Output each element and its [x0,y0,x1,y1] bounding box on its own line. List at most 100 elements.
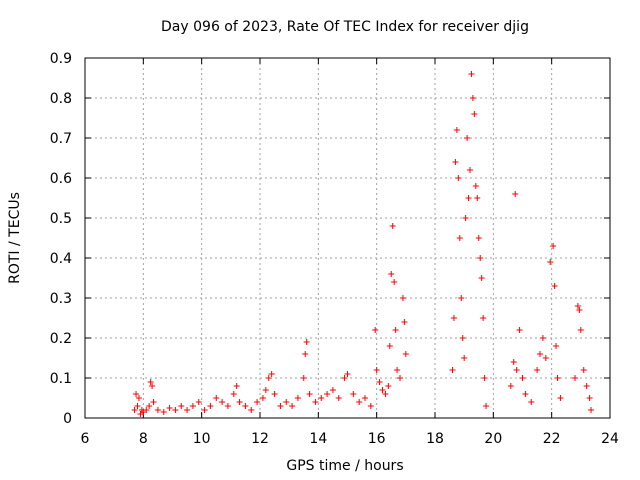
data-point [376,379,383,385]
data-point [154,407,161,413]
data-point [219,399,226,405]
data-point [537,351,543,357]
data-point [516,327,523,333]
data-point [588,407,595,413]
data-point [580,367,587,373]
data-point [207,403,214,409]
data-point [300,375,307,381]
data-point [388,271,395,277]
data-point [394,367,401,373]
data-point [557,395,564,401]
data-point [277,403,284,409]
x-tick-label: 14 [309,431,327,447]
data-point [471,111,478,117]
data-point [373,367,380,373]
x-tick-label: 24 [601,431,619,447]
data-point [324,391,331,397]
data-point [553,343,560,349]
data-point [189,403,196,409]
data-point [547,259,554,265]
y-tick-label: 0.4 [50,251,72,267]
y-tick-label: 0.1 [50,371,72,387]
data-point [146,403,153,409]
data-point [382,391,389,397]
data-point [268,371,275,377]
data-point [519,375,526,381]
data-point [385,383,392,389]
data-point [386,343,393,349]
data-point [401,319,408,325]
data-point [302,351,309,357]
data-point [450,315,457,321]
data-point [399,295,406,301]
data-point [306,391,313,397]
data-point [397,375,403,381]
y-tick-label: 0.5 [50,211,72,227]
x-tick-label: 10 [193,431,211,447]
data-point [335,395,342,401]
data-point [350,391,357,397]
data-point [474,195,481,201]
data-point [236,399,243,405]
data-point [572,375,578,381]
data-point [534,367,541,373]
data-point [402,351,409,357]
data-point [294,395,301,401]
data-point [551,283,558,289]
y-tick-label: 0.2 [50,331,72,347]
grid-lines [85,58,610,418]
y-tick-label: 0.6 [50,171,72,187]
data-point [178,403,185,409]
data-point [372,327,379,333]
data-point [160,409,167,415]
data-point [539,335,546,341]
y-tick-label: 0.9 [50,51,72,67]
data-point [271,391,278,397]
data-point [201,407,208,413]
y-tick-label: 0.8 [50,91,72,107]
data-point [172,407,179,413]
data-point [134,403,141,409]
chart-title: Day 096 of 2023, Rate Of TEC Index for r… [161,19,529,35]
x-tick-label: 12 [251,431,269,447]
data-point [464,135,471,141]
data-point [462,215,469,221]
y-axis-ticks: 0 0.1 0.2 0.3 0.4 0.5 0.6 0.7 0.8 0.9 [50,51,610,427]
data-point [312,399,319,405]
data-point [254,399,261,405]
data-point [150,399,157,405]
data-point [224,403,231,409]
data-point [341,375,348,381]
x-tick-label: 20 [484,431,502,447]
data-point [367,403,374,409]
data-point [542,355,549,361]
data-point [480,315,487,321]
x-tick-label: 8 [139,431,148,447]
data-point [379,387,386,393]
data-point [289,403,296,409]
x-tick-label: 18 [426,431,444,447]
data-point [233,383,240,389]
data-point [574,303,581,309]
x-tick-label: 16 [368,431,386,447]
data-point [453,127,460,133]
data-point [528,399,535,405]
x-tick-label: 22 [543,431,561,447]
data-point [230,391,237,397]
data-point [133,391,140,397]
data-point [583,383,590,389]
data-point [452,159,459,165]
data-point [554,375,561,381]
data-point [283,399,290,405]
data-point [195,399,202,405]
data-point [522,391,529,397]
data-point [213,395,220,401]
data-point [550,243,557,249]
data-point [475,235,482,241]
y-tick-label: 0.7 [50,131,72,147]
data-point [513,367,520,373]
data-point [166,405,173,411]
data-point [259,395,266,401]
data-point [135,395,142,401]
